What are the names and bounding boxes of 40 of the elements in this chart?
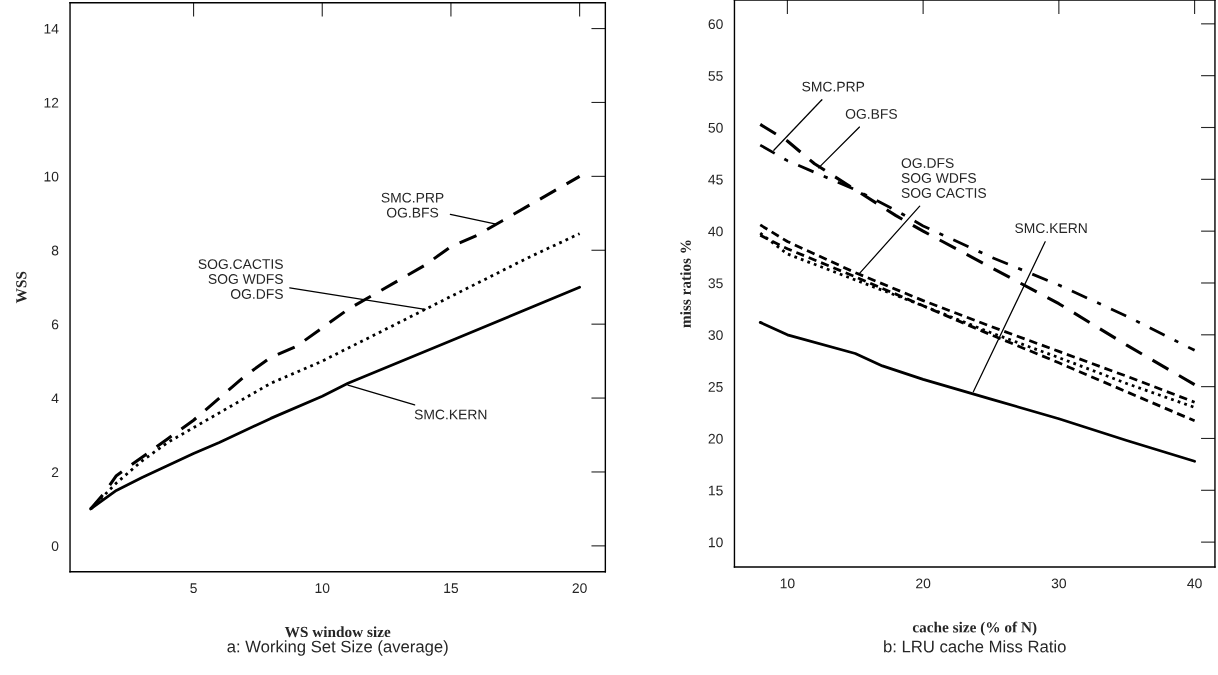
y-tick-label: 25 bbox=[708, 381, 723, 392]
y-tick-label: 60 bbox=[708, 19, 723, 30]
y-tick-label: 2 bbox=[51, 467, 59, 477]
annotation: OG.BFS bbox=[845, 109, 897, 119]
x-tick-label: 40 bbox=[1187, 578, 1202, 589]
x-axis-title: cache size (% of N) bbox=[912, 621, 1037, 636]
annotation: SMC.KERN bbox=[414, 409, 487, 420]
x-axis-title: WS window size bbox=[284, 626, 391, 638]
y-tick-label: 10 bbox=[44, 171, 59, 182]
annotation: SMC.KERN bbox=[1015, 223, 1087, 234]
y-tick-label: 14 bbox=[44, 24, 59, 34]
annotation: SMC.PRP bbox=[802, 81, 865, 92]
y-tick-label: 50 bbox=[708, 122, 723, 133]
text: b: LRU cache Miss Ratio bbox=[884, 640, 1066, 653]
annotation: SOG.CACTIS SOG WDFS OG.DFS bbox=[198, 259, 283, 299]
x-tick-label: 20 bbox=[572, 583, 587, 594]
x-tick-label: 10 bbox=[315, 583, 330, 594]
x-tick-label: 10 bbox=[780, 578, 795, 589]
x-tick-label: 15 bbox=[444, 583, 459, 594]
y-tick-label: 12 bbox=[44, 97, 59, 108]
y-tick-label: 55 bbox=[708, 71, 723, 81]
y-tick-label: 35 bbox=[708, 278, 723, 289]
x-tick-label: 30 bbox=[1051, 578, 1067, 589]
y-tick-label: 40 bbox=[708, 226, 723, 237]
y-tick-label: 45 bbox=[708, 174, 723, 185]
y-tick-label: 10 bbox=[708, 537, 723, 548]
annotation: OG.DFS SOG WDFS SOG CACTIS bbox=[901, 158, 987, 198]
annotation: SMC.PRP OG.BFS bbox=[381, 192, 444, 218]
x-tick-label: 5 bbox=[190, 583, 197, 594]
y-tick-label: 0 bbox=[51, 541, 59, 552]
x-tick-label: 20 bbox=[916, 578, 931, 589]
y-tick-label: 30 bbox=[708, 330, 723, 340]
y-tick-label: 15 bbox=[708, 485, 723, 496]
y-axis-title: WSS bbox=[16, 271, 27, 304]
y-axis-title: miss ratios % bbox=[680, 240, 691, 328]
text: a: Working Set Size (average) bbox=[227, 640, 448, 656]
y-tick-label: 6 bbox=[51, 319, 59, 330]
y-tick-label: 8 bbox=[51, 245, 59, 256]
y-tick-label: 4 bbox=[51, 393, 59, 404]
y-tick-label: 20 bbox=[708, 433, 723, 444]
